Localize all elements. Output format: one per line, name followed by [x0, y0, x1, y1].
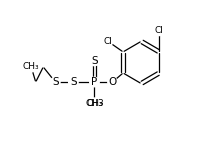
Text: CH₃: CH₃	[86, 99, 102, 108]
Text: P: P	[91, 77, 97, 87]
Text: Cl: Cl	[154, 26, 163, 35]
Circle shape	[154, 26, 163, 36]
Text: Cl: Cl	[103, 37, 112, 46]
Text: S: S	[70, 77, 76, 87]
Text: CH₃: CH₃	[23, 62, 39, 71]
Circle shape	[26, 62, 36, 72]
Text: S: S	[91, 56, 97, 66]
Circle shape	[89, 98, 99, 108]
Circle shape	[68, 77, 78, 87]
Text: CH3: CH3	[85, 99, 103, 108]
Circle shape	[103, 37, 112, 46]
Circle shape	[89, 56, 99, 66]
Text: S: S	[52, 77, 58, 87]
Circle shape	[107, 77, 117, 87]
Circle shape	[50, 77, 60, 87]
Text: O: O	[108, 77, 116, 87]
Circle shape	[89, 77, 99, 87]
Circle shape	[89, 98, 99, 108]
